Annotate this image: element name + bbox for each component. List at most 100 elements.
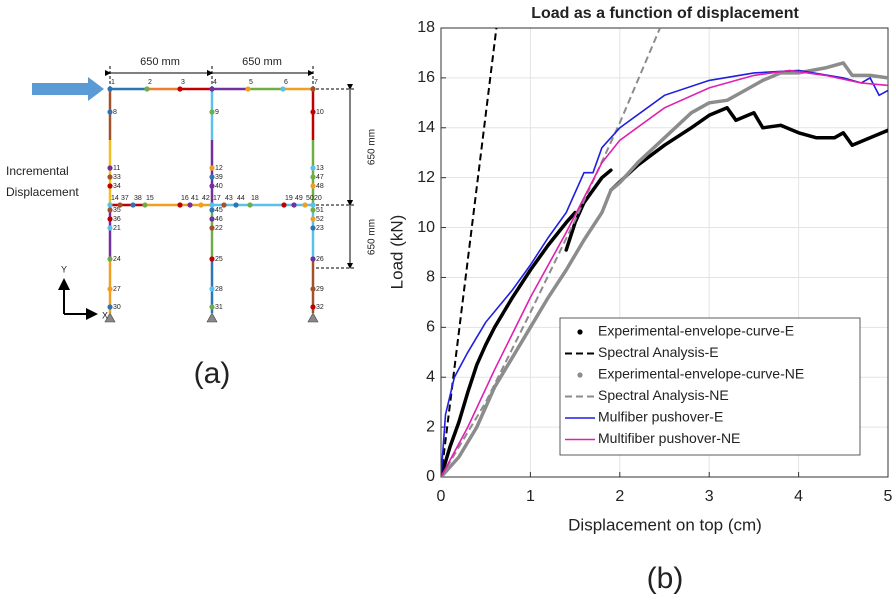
node	[310, 165, 316, 171]
node	[247, 202, 253, 208]
node	[310, 304, 316, 310]
y-tick-label: 10	[417, 219, 435, 236]
node	[310, 109, 316, 115]
node	[107, 165, 113, 171]
node-label: 44	[237, 195, 245, 202]
node	[209, 304, 215, 310]
y-tick-label: 18	[417, 19, 435, 36]
node	[209, 225, 215, 231]
node-label: 12	[215, 165, 223, 172]
dimension-label: 650 mm	[242, 56, 282, 68]
node-label: 29	[316, 286, 324, 293]
node-label: 1	[111, 79, 115, 86]
frame-diagram: 650 mm 650 mm 650 mm 650 mm Incremental …	[6, 56, 378, 390]
y-tick-label: 0	[426, 468, 435, 485]
caption: (b)	[647, 562, 684, 595]
legend-label: Experimental-envelope-curve-NE	[598, 366, 804, 382]
node	[177, 202, 183, 208]
legend-box	[559, 317, 861, 456]
chart-title: Load as a function of displacement	[531, 5, 799, 22]
node-label: 11	[113, 165, 120, 172]
node	[198, 202, 204, 208]
node-label: 51	[316, 207, 324, 214]
series-line	[441, 28, 661, 477]
y-tick-label: 12	[417, 169, 435, 186]
node	[107, 256, 113, 262]
node-label: 13	[316, 165, 324, 172]
node-label: 45	[215, 207, 223, 214]
node	[310, 207, 316, 213]
node	[209, 183, 215, 189]
node-label: 8	[113, 109, 117, 116]
legend-swatch	[577, 329, 583, 335]
node-label: 47	[316, 174, 324, 181]
node-label: 17	[213, 195, 221, 202]
series-line	[441, 69, 888, 477]
legend-label: Multifiber pushover-NE	[598, 430, 740, 446]
node-label: 5	[249, 79, 253, 86]
node-label: 23	[316, 225, 324, 232]
y-axis-label: Load (kN)	[387, 215, 406, 290]
node	[107, 109, 113, 115]
caption: (a)	[194, 357, 231, 390]
supports	[104, 312, 319, 323]
node	[310, 202, 316, 208]
node-label: 33	[113, 174, 121, 181]
node	[209, 109, 215, 115]
y-tick-label: 8	[426, 269, 435, 286]
node	[291, 202, 297, 208]
axis-symbol-label: Y	[61, 264, 67, 274]
node	[107, 304, 113, 310]
node	[107, 207, 113, 213]
node	[310, 216, 316, 222]
node	[107, 225, 113, 231]
node	[107, 174, 113, 180]
node-label: 32	[316, 304, 324, 311]
node	[302, 202, 308, 208]
node-label: 34	[113, 183, 121, 190]
chart: Load as a function of displacement Displ…	[387, 5, 892, 595]
node	[310, 256, 316, 262]
node-label: 50	[306, 195, 314, 202]
node	[107, 216, 113, 222]
legend-label: Experimental-envelope-curve-E	[598, 323, 794, 339]
node-label: 19	[285, 195, 293, 202]
node-label: 36	[113, 216, 121, 223]
node-label: 37	[121, 195, 129, 202]
node	[280, 86, 286, 92]
node	[209, 174, 215, 180]
node	[310, 86, 316, 92]
node	[130, 202, 136, 208]
node-label: 15	[146, 195, 154, 202]
x-tick-label: 1	[526, 488, 535, 505]
node-label: 20	[314, 195, 322, 202]
node-label: 25	[215, 256, 223, 263]
legend-label: Spectral Analysis-E	[598, 344, 719, 360]
node	[107, 286, 113, 292]
dimension-label: 650 mm	[367, 129, 378, 165]
node	[281, 202, 287, 208]
node	[209, 256, 215, 262]
load-arrow	[32, 77, 104, 101]
node	[310, 286, 316, 292]
node-label: 39	[215, 174, 223, 181]
y-tick-label: 2	[426, 418, 435, 435]
node	[310, 225, 316, 231]
node-label: 30	[113, 304, 121, 311]
node-label: 48	[316, 183, 324, 190]
node-label: 26	[316, 256, 324, 263]
node-label: 10	[316, 109, 324, 116]
node-label: 9	[215, 109, 219, 116]
node	[107, 202, 113, 208]
x-tick-label: 3	[705, 488, 714, 505]
node	[209, 86, 215, 92]
x-tick-label: 0	[437, 488, 446, 505]
load-label: Displacement	[6, 185, 79, 199]
node-label: 14	[111, 195, 119, 202]
node-label: 46	[215, 216, 223, 223]
y-tick-label: 6	[426, 319, 435, 336]
node	[209, 216, 215, 222]
node-label: 16	[181, 195, 189, 202]
x-axis-label: Displacement on top (cm)	[568, 515, 762, 534]
